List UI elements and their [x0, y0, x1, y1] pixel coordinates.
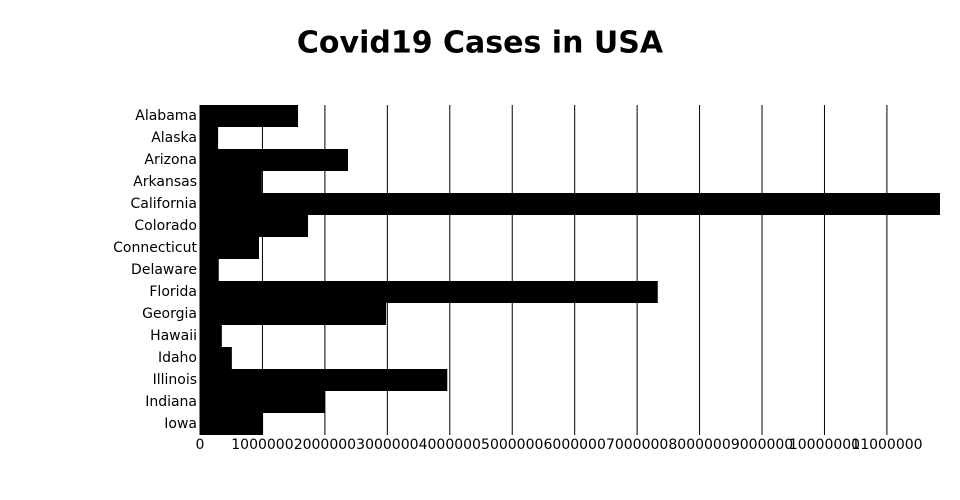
y-tick-label: Delaware	[131, 262, 197, 278]
x-tick-label: 8000000	[668, 437, 730, 453]
bar	[200, 105, 299, 127]
bar	[200, 127, 219, 149]
bar	[200, 413, 264, 435]
chart-title: Covid19 Cases in USA	[297, 26, 664, 61]
y-tick-label: Arkansas	[133, 174, 197, 190]
y-tick-label: Alaska	[151, 130, 197, 146]
bar	[200, 193, 940, 215]
y-tick-label: Connecticut	[113, 240, 197, 256]
y-tick-label: Illinois	[153, 372, 197, 388]
x-tick-label: 10000000	[789, 437, 860, 453]
x-tick-label: 0	[196, 437, 205, 453]
y-tick-label: Iowa	[164, 416, 197, 432]
y-tick-label: Idaho	[158, 350, 197, 366]
bar	[200, 369, 448, 391]
y-tick-label: Georgia	[142, 306, 197, 322]
bar	[200, 215, 309, 237]
x-tick-label: 2000000	[294, 437, 356, 453]
bar	[200, 259, 219, 281]
bar	[200, 149, 348, 171]
x-tick-label: 1000000	[231, 437, 293, 453]
bar	[200, 391, 325, 413]
bar	[200, 303, 387, 325]
x-tick-label: 5000000	[481, 437, 543, 453]
y-tick-label: Colorado	[134, 218, 197, 234]
x-tick-label: 7000000	[606, 437, 668, 453]
y-tick-label: Alabama	[135, 108, 197, 124]
x-tick-label: 11000000	[851, 437, 922, 453]
y-tick-label: California	[131, 196, 197, 212]
bar	[200, 347, 232, 369]
x-tick-label: 4000000	[419, 437, 481, 453]
x-tick-label: 6000000	[544, 437, 606, 453]
y-tick-label: Hawaii	[150, 328, 197, 344]
bar	[200, 171, 262, 193]
bar	[200, 325, 222, 347]
x-tick-label: 3000000	[356, 437, 418, 453]
y-tick-label: Arizona	[144, 152, 197, 168]
x-tick-label: 9000000	[731, 437, 793, 453]
y-tick-label: Indiana	[145, 394, 197, 410]
bar	[200, 237, 260, 259]
y-tick-label: Florida	[149, 284, 197, 300]
bar	[200, 281, 658, 303]
